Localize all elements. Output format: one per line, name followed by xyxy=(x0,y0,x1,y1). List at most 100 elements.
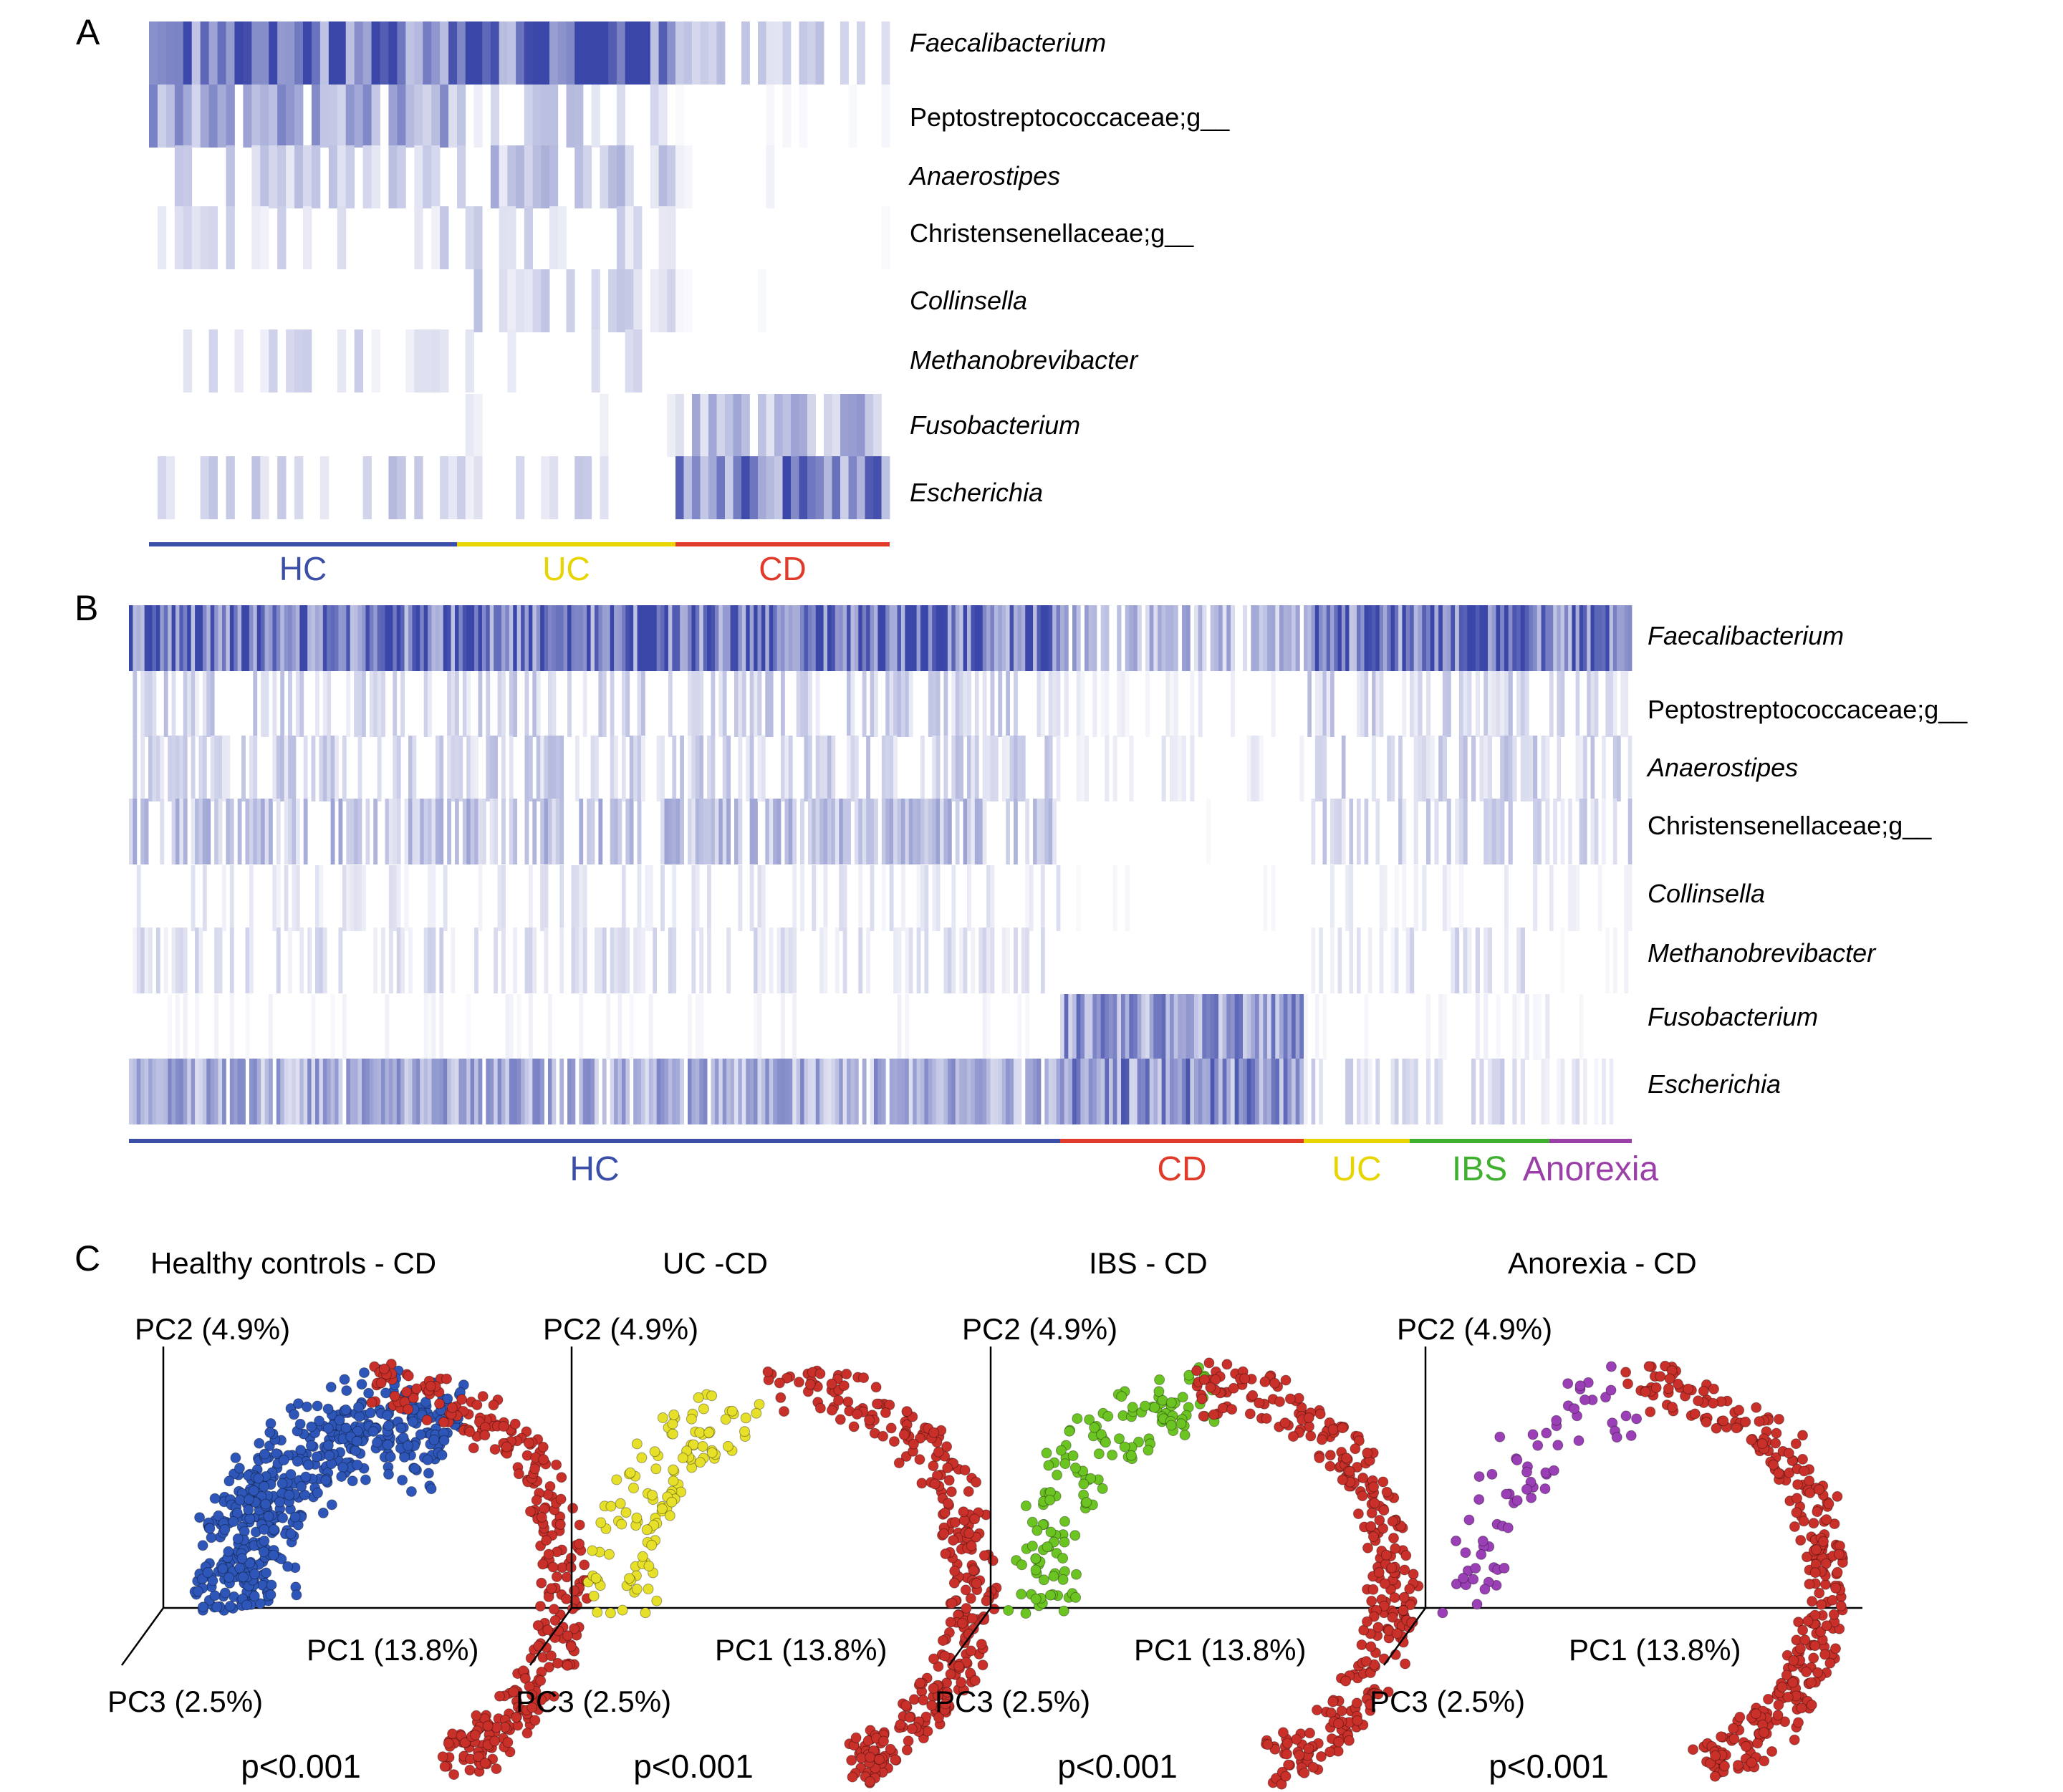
pcoa-point-cd xyxy=(529,1715,541,1726)
heatmap-b-cell xyxy=(1326,605,1331,671)
heatmap-b-cell xyxy=(466,605,471,671)
pcoa-point-hc xyxy=(382,1439,393,1450)
heatmap-b-cell xyxy=(521,605,525,671)
heatmap-b-cell xyxy=(1583,799,1587,864)
heatmap-b-cell xyxy=(1491,605,1496,671)
pcoa-point-cd xyxy=(960,1584,971,1596)
pcoa-point-cd xyxy=(1827,1594,1838,1606)
heatmap-b-cell xyxy=(1021,928,1026,993)
pcoa-point-cd xyxy=(438,1417,449,1428)
heatmap-b-cell xyxy=(1516,994,1521,1060)
pc3-label: PC3 (2.5%) xyxy=(1370,1685,1525,1718)
heatmap-b-cell xyxy=(645,1059,650,1124)
pcoa-point-cd xyxy=(411,1383,423,1394)
heatmap-b-cell xyxy=(144,1059,149,1124)
pcoa-point-cd xyxy=(976,1639,987,1650)
pcoa-point-anorexia xyxy=(1458,1572,1469,1584)
heatmap-b-cell xyxy=(388,799,393,864)
pcoa-point-cd xyxy=(1280,1771,1292,1782)
heatmap-b-cell xyxy=(582,1059,587,1124)
heatmap-b-cell xyxy=(540,605,544,671)
heatmap-b-cell xyxy=(1307,605,1312,671)
heatmap-b-cell xyxy=(761,865,766,931)
heatmap-a-cell xyxy=(625,145,634,208)
heatmap-b-cell xyxy=(1508,736,1513,801)
heatmap-b-cell xyxy=(1304,994,1308,1060)
heatmap-b-cell xyxy=(1451,928,1456,993)
heatmap-b-cell xyxy=(1165,605,1170,671)
heatmap-b-cell xyxy=(1560,1059,1565,1124)
pcoa-point-hc xyxy=(325,1382,337,1393)
heatmap-b-cell xyxy=(350,1059,355,1124)
heatmap-b-cell xyxy=(1218,605,1223,671)
heatmap-b-cell xyxy=(913,1059,917,1124)
heatmap-b-cell xyxy=(807,671,812,737)
heatmap-b-cell xyxy=(428,865,432,931)
pcoa-point-ibs xyxy=(1030,1594,1042,1604)
heatmap-b-cell xyxy=(133,928,138,993)
heatmap-a-cell xyxy=(208,206,218,269)
heatmap-a-cell xyxy=(260,21,269,85)
heatmap-b-cell xyxy=(237,1059,242,1124)
heatmap-b-cell xyxy=(319,1059,324,1124)
heatmap-b-cell xyxy=(369,605,374,671)
heatmap-b-cell xyxy=(614,1059,618,1124)
pcoa-point-cd xyxy=(1754,1416,1765,1427)
pcoa-point-cd xyxy=(1405,1599,1416,1611)
heatmap-b-cell xyxy=(835,1059,840,1124)
heatmap-a-cell xyxy=(465,206,474,269)
heatmap-b-cell xyxy=(637,865,642,931)
pcoa-point-cd xyxy=(1809,1609,1821,1621)
heatmap-b-cell xyxy=(916,1059,921,1124)
heatmap-b-cell xyxy=(501,1059,506,1124)
heatmap-b-cell xyxy=(1398,799,1403,864)
pcoa-point-cd xyxy=(1398,1591,1410,1603)
heatmap-b-cell xyxy=(754,1059,758,1124)
heatmap-b-cell xyxy=(1173,736,1178,801)
heatmap-b-cell xyxy=(1001,736,1006,801)
heatmap-b-cell xyxy=(284,1059,289,1124)
heatmap-b-cell xyxy=(928,671,933,737)
pcoa-point-cd xyxy=(1808,1518,1819,1529)
heatmap-a-cell xyxy=(319,21,330,85)
heatmap-b-cell xyxy=(1413,605,1418,671)
pcoa-point-cd xyxy=(1774,1414,1784,1425)
heatmap-b-group-bar-ibs xyxy=(1410,1139,1549,1143)
heatmap-b-cell xyxy=(757,994,762,1060)
heatmap-a-cell xyxy=(423,329,432,392)
heatmap-b-cell xyxy=(191,671,196,737)
heatmap-b-cell xyxy=(1425,1059,1431,1124)
heatmap-b-cell xyxy=(1541,605,1546,671)
heatmap-a-cell xyxy=(667,394,676,457)
heatmap-b-cell xyxy=(486,1059,491,1124)
heatmap-b-cell xyxy=(974,736,979,801)
heatmap-b-cell xyxy=(428,994,432,1060)
heatmap-b-cell xyxy=(501,799,506,864)
heatmap-b-cell xyxy=(1545,605,1550,671)
heatmap-b-cell xyxy=(870,671,875,737)
heatmap-b-cell xyxy=(905,671,910,737)
pcoa-point-cd xyxy=(1299,1767,1310,1778)
heatmap-b-cell xyxy=(1524,671,1529,737)
pcoa-point-cd xyxy=(1814,1587,1825,1599)
heatmap-a-cell xyxy=(692,394,701,457)
heatmap-b-cell xyxy=(823,928,828,993)
pcoa-point-cd xyxy=(870,1382,882,1393)
heatmap-a-cell xyxy=(328,21,338,85)
pcoa-point-cd xyxy=(1205,1382,1216,1393)
heatmap-a-cell xyxy=(191,85,201,148)
heatmap-b-cell xyxy=(408,928,413,993)
heatmap-b-cell xyxy=(870,799,875,864)
heatmap-b-cell xyxy=(528,928,533,993)
heatmap-a-cell xyxy=(499,206,508,269)
pcoa-point-ibs xyxy=(1072,1413,1083,1425)
pcoa-point-cd xyxy=(1391,1628,1403,1639)
heatmap-b-cell xyxy=(1442,994,1448,1060)
heatmap-b-cell xyxy=(1198,1059,1203,1124)
pcoa-point-ibs xyxy=(1095,1429,1107,1440)
heatmap-b-cell xyxy=(839,799,844,864)
heatmap-b-cell xyxy=(951,736,956,801)
heatmap-a-cell xyxy=(799,456,808,519)
pcoa-point-cd xyxy=(1789,1521,1800,1532)
pcoa-point-cd xyxy=(1835,1600,1847,1612)
